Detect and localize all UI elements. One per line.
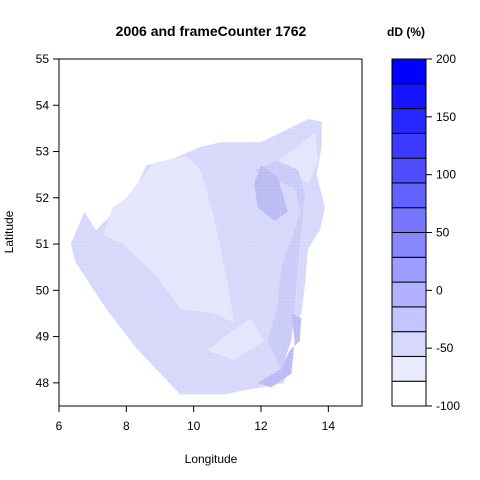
y-tick-label: 50 xyxy=(36,283,50,297)
colorbar-level xyxy=(391,281,427,308)
colorbar-level xyxy=(391,58,427,85)
y-tick-label: 54 xyxy=(36,98,50,112)
contour-regions xyxy=(70,119,325,395)
colorbar-level xyxy=(391,207,427,234)
y-tick-label: 55 xyxy=(36,52,50,66)
colorbar-tick-label: 150 xyxy=(436,110,456,124)
colorbar-level xyxy=(391,331,427,357)
colorbar-level xyxy=(391,182,427,209)
plot-frame xyxy=(58,58,363,407)
colorbar: 200 150 100 50 0 -50 -100 xyxy=(391,52,460,413)
y-tick-label: 53 xyxy=(36,145,50,159)
region-cells-1 xyxy=(102,156,235,323)
colorbar-tick-label: 50 xyxy=(436,226,450,240)
colorbar-tick-label: 0 xyxy=(436,283,443,297)
colorbar-tick-label: -50 xyxy=(436,341,454,355)
chart-title: 2006 and frameCounter 1762 xyxy=(116,23,307,39)
region-cells-6 xyxy=(257,313,302,388)
colorbar-level xyxy=(391,157,427,184)
x-tick-label: 12 xyxy=(254,419,268,433)
y-tick-label: 48 xyxy=(36,376,50,390)
colorbar-level xyxy=(391,232,427,258)
x-tick-label: 14 xyxy=(322,419,336,433)
y-axis: 48 49 50 51 52 53 54 55 xyxy=(36,52,59,390)
colorbar-level xyxy=(391,355,427,382)
region-cells-5 xyxy=(254,165,288,221)
colorbar-title: dD (%) xyxy=(387,25,425,39)
colorbar-tick-label: 100 xyxy=(436,168,456,182)
colorbar-level xyxy=(391,380,427,407)
colorbar-tick-label: 200 xyxy=(436,52,456,66)
y-tick-label: 51 xyxy=(36,237,50,251)
region-cells-2 xyxy=(271,133,319,184)
y-axis-label: Latitude xyxy=(2,210,16,253)
x-tick-label: 8 xyxy=(123,419,130,433)
x-tick-label: 10 xyxy=(187,419,201,433)
y-tick-label: 49 xyxy=(36,330,50,344)
colorbar-level xyxy=(391,132,427,159)
region-cells-3 xyxy=(207,318,265,360)
colorbar-tick-label: -100 xyxy=(436,399,460,413)
x-axis-label: Longitude xyxy=(185,452,238,466)
colorbar-level xyxy=(391,83,427,110)
colorbar-level xyxy=(391,256,427,283)
colorbar-level xyxy=(391,306,427,333)
x-axis: 6 8 10 12 14 xyxy=(56,406,336,433)
colorbar-level xyxy=(391,108,427,134)
y-tick-label: 52 xyxy=(36,191,50,205)
x-tick-label: 6 xyxy=(56,419,63,433)
